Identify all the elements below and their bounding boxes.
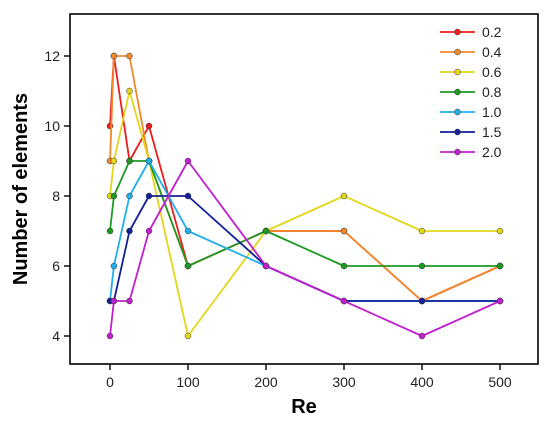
data-point	[145, 157, 153, 165]
legend-label: 0.2	[482, 24, 502, 40]
data-point	[184, 227, 192, 235]
data-point	[184, 262, 192, 270]
data-point	[184, 192, 192, 200]
data-point	[106, 227, 114, 235]
x-tick-label: 100	[176, 374, 200, 390]
data-point	[496, 227, 504, 235]
legend-marker	[454, 128, 461, 136]
data-point	[145, 227, 153, 235]
data-point	[496, 262, 504, 270]
legend-marker	[454, 108, 461, 116]
legend-marker	[454, 48, 461, 56]
legend-item: 1.0	[440, 104, 502, 120]
y-tick-label: 6	[52, 258, 60, 274]
data-point	[262, 262, 270, 270]
legend-marker	[454, 148, 461, 156]
series-layer	[106, 52, 504, 340]
data-point	[340, 192, 348, 200]
y-tick-label: 10	[44, 118, 60, 134]
data-point	[110, 157, 118, 165]
data-point	[106, 332, 114, 340]
data-point	[110, 262, 118, 270]
legend-label: 0.8	[482, 84, 502, 100]
y-tick-label: 4	[52, 328, 60, 344]
x-tick-label: 400	[410, 374, 434, 390]
data-point	[340, 227, 348, 235]
data-point	[184, 332, 192, 340]
x-tick-label: 500	[488, 374, 512, 390]
legend-item: 1.5	[440, 124, 502, 140]
legend-item: 0.2	[440, 24, 502, 40]
y-tick-label: 8	[52, 188, 60, 204]
x-tick-label: 200	[254, 374, 278, 390]
data-point	[418, 262, 426, 270]
series-0.8	[106, 157, 504, 270]
data-point	[110, 192, 118, 200]
legend-label: 0.6	[482, 64, 502, 80]
series-2.0	[106, 157, 504, 340]
data-point	[418, 332, 426, 340]
x-tick-label: 300	[332, 374, 356, 390]
data-point	[126, 192, 133, 200]
legend: 0.2 0.4 0.6 0.8 1.0 1.5 2.0	[440, 24, 502, 160]
legend-marker	[454, 88, 461, 96]
data-point	[184, 157, 192, 165]
data-point	[126, 157, 133, 165]
data-point	[340, 262, 348, 270]
x-axis: 0 100 200 300 400 500	[106, 364, 512, 390]
data-point	[126, 52, 133, 60]
x-tick-label: 0	[106, 374, 114, 390]
data-point	[145, 192, 153, 200]
y-tick-label: 12	[44, 48, 60, 64]
x-axis-title: Re	[291, 396, 317, 418]
data-point	[145, 122, 153, 130]
legend-label: 1.0	[482, 104, 502, 120]
data-point	[126, 227, 133, 235]
legend-marker	[454, 28, 461, 36]
legend-item: 0.8	[440, 84, 502, 100]
y-axis-title: Number of elements	[10, 93, 32, 285]
legend-item: 0.6	[440, 64, 502, 80]
legend-item: 2.0	[440, 144, 502, 160]
data-point	[418, 227, 426, 235]
data-point	[110, 52, 118, 60]
legend-item: 0.4	[440, 44, 502, 60]
legend-label: 0.4	[482, 44, 502, 60]
data-point	[126, 297, 133, 305]
legend-marker	[454, 68, 461, 76]
data-point	[418, 297, 426, 305]
legend-label: 2.0	[482, 144, 502, 160]
y-axis: 4 6 8 10 12	[44, 48, 70, 344]
data-point	[340, 297, 348, 305]
plot-frame	[69, 13, 539, 365]
legend-label: 1.5	[482, 124, 502, 140]
data-point	[496, 297, 504, 305]
data-point	[126, 87, 133, 95]
data-point	[262, 227, 270, 235]
data-point	[110, 297, 118, 305]
